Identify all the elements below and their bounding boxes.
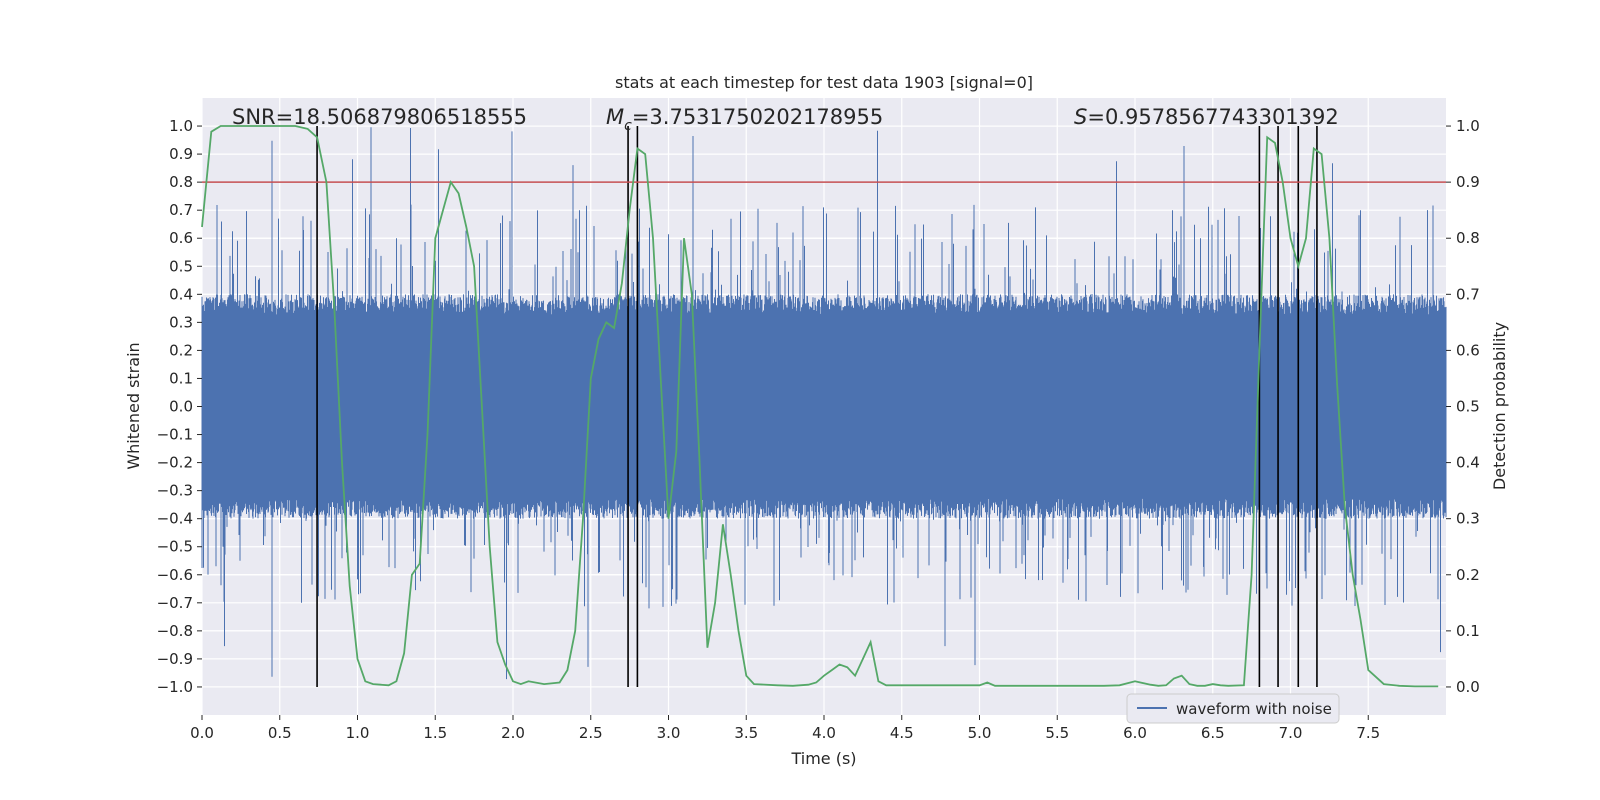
s-symbol: S — [1074, 105, 1087, 129]
x-tick-label-6: 3.0 — [657, 724, 681, 742]
y-right-tick-label-5: 0.5 — [1456, 398, 1480, 416]
y-left-tick-label-1: 0.9 — [169, 145, 193, 163]
y-left-tick-label-5: 0.5 — [169, 257, 193, 275]
y-left-tick-label-19: −0.9 — [157, 650, 193, 668]
y-left-tick-label-4: 0.6 — [169, 229, 193, 247]
legend-label-waveform: waveform with noise — [1176, 700, 1332, 718]
y-left-tick-label-20: −1.0 — [157, 678, 193, 696]
x-tick-label-13: 6.5 — [1201, 724, 1225, 742]
chirp-mass-subscript: c — [624, 118, 632, 134]
y-left-axis-ticks: 1.0 0.9 0.8 0.7 0.6 0.5 0.4 0.3 0.2 0.1 0.0 −0.1 −0.… — [157, 117, 202, 696]
x-tick-label-11: 5.5 — [1045, 724, 1069, 742]
probability-series — [201, 125, 1439, 688]
y-right-tick-label-1: 0.9 — [1456, 173, 1480, 191]
y-left-tick-label-14: −0.4 — [157, 510, 193, 528]
chirp-mass-value: =3.7531750202178955 — [632, 105, 883, 129]
x-tick-label-5: 2.5 — [579, 724, 603, 742]
chirp-mass-annotation: Mc=3.7531750202178955 — [606, 105, 883, 134]
y-left-tick-label-17: −0.7 — [157, 594, 193, 612]
y-left-tick-label-10: 0.0 — [169, 398, 193, 416]
x-tick-label-9: 4.5 — [890, 724, 914, 742]
x-tick-label-7: 3.5 — [734, 724, 758, 742]
legend: waveform with noise — [1126, 693, 1340, 724]
x-axis-label: Time (s) — [790, 749, 856, 768]
y-left-tick-label-11: −0.1 — [157, 426, 193, 444]
x-tick-label-15: 7.5 — [1356, 724, 1380, 742]
y-left-tick-label-12: −0.2 — [157, 454, 193, 472]
y-left-tick-label-0: 1.0 — [169, 117, 193, 135]
y-left-tick-label-15: −0.5 — [157, 538, 193, 556]
x-tick-label-12: 6.0 — [1123, 724, 1147, 742]
y-right-tick-label-8: 0.2 — [1456, 566, 1480, 584]
x-tick-label-0: 0.0 — [190, 724, 214, 742]
y-right-tick-label-6: 0.4 — [1456, 454, 1480, 472]
y-left-tick-label-6: 0.4 — [169, 285, 193, 303]
vertical-markers — [316, 126, 1318, 687]
y-left-tick-label-3: 0.7 — [169, 201, 193, 219]
legend-box — [1126, 693, 1340, 724]
y-right-axis-ticks: 1.0 0.9 0.8 0.7 0.6 0.5 0.4 0.3 0.2 0.1 0.0 — [1446, 117, 1480, 696]
y-left-tick-label-8: 0.2 — [169, 341, 193, 359]
y-right-tick-label-0: 1.0 — [1456, 117, 1480, 135]
x-axis-ticks: 0.0 0.5 1.0 1.5 2.0 2.5 3.0 3.5 4.0 4.5 5.0 5.5 6.0 6… — [190, 715, 1380, 742]
x-tick-label-2: 1.0 — [346, 724, 370, 742]
y-left-axis-label: Whitened strain — [124, 342, 143, 469]
s-value: =0.9578567743301392 — [1087, 105, 1338, 129]
x-tick-label-8: 4.0 — [812, 724, 836, 742]
y-right-tick-label-10: 0.0 — [1456, 678, 1480, 696]
y-left-tick-label-9: 0.1 — [169, 369, 193, 387]
y-left-tick-label-2: 0.8 — [169, 173, 193, 191]
x-tick-label-14: 7.0 — [1279, 724, 1303, 742]
y-right-tick-label-7: 0.3 — [1456, 510, 1480, 528]
snr-annotation: SNR=18.506879806518555 — [232, 105, 527, 129]
x-tick-label-1: 0.5 — [268, 724, 292, 742]
y-right-tick-label-9: 0.1 — [1456, 622, 1480, 640]
x-tick-label-4: 2.0 — [501, 724, 525, 742]
s-annotation: S=0.9578567743301392 — [1074, 105, 1339, 129]
y-left-tick-label-7: 0.3 — [169, 313, 193, 331]
x-tick-label-10: 5.0 — [968, 724, 992, 742]
y-right-tick-label-4: 0.6 — [1456, 341, 1480, 359]
probability-line — [201, 125, 1439, 688]
y-left-tick-label-18: −0.8 — [157, 622, 193, 640]
chart-title: stats at each timestep for test data 190… — [615, 73, 1033, 92]
x-tick-label-3: 1.5 — [423, 724, 447, 742]
y-left-tick-label-16: −0.6 — [157, 566, 193, 584]
y-right-axis-label: Detection probability — [1490, 322, 1509, 490]
y-left-tick-label-13: −0.3 — [157, 482, 193, 500]
y-right-tick-label-3: 0.7 — [1456, 285, 1480, 303]
y-right-tick-label-2: 0.8 — [1456, 229, 1480, 247]
chirp-mass-symbol: M — [606, 105, 624, 129]
